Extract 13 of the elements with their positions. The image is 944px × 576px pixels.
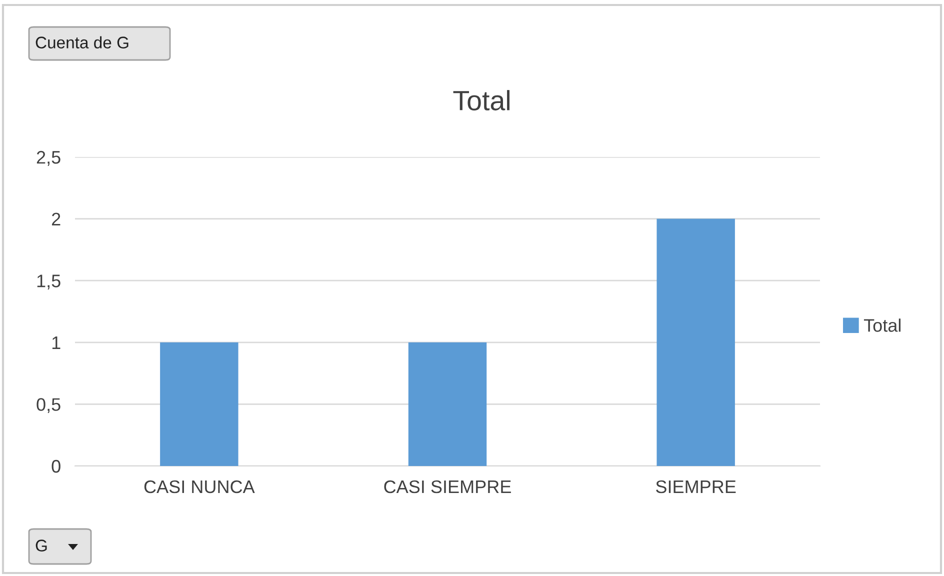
y-tick-label: 1: [52, 336, 60, 349]
y-tick-label: 0,5: [36, 398, 60, 414]
text: Cuenta de G: [36, 36, 128, 48]
x-tick-label: CASI NUNCA: [144, 480, 255, 494]
y-tick-label: 0: [52, 460, 60, 473]
y-tick-label: 2,5: [36, 150, 60, 166]
legend-label: Total: [864, 318, 900, 332]
y-tick-label: 1,5: [37, 274, 60, 290]
chart-title: Total: [453, 90, 510, 110]
x-tick-label: CASI SIEMPRE: [384, 480, 511, 494]
x-tick-label: SIEMPRE: [656, 480, 736, 494]
text: G: [36, 540, 47, 552]
y-tick-label: 2: [52, 212, 60, 226]
